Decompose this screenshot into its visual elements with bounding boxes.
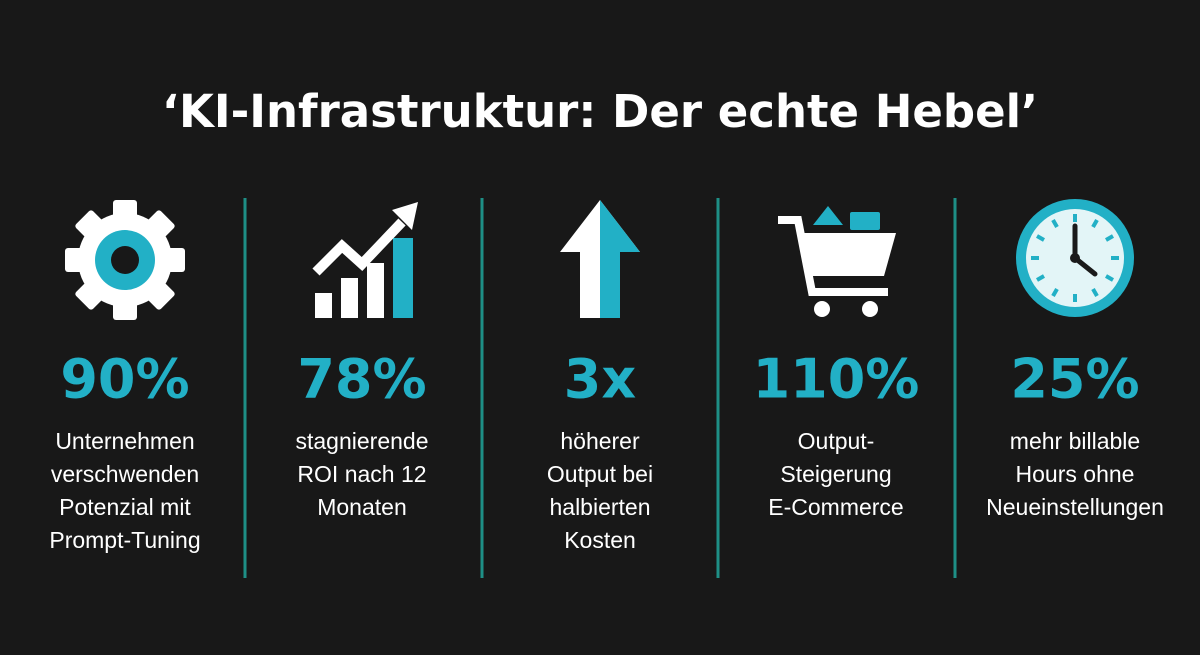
separators bbox=[243, 198, 957, 578]
stat-value: 25% bbox=[1010, 348, 1139, 411]
cart-icon bbox=[778, 206, 896, 317]
title: ‘KI-Infrastruktur: Der echte Hebel’ bbox=[162, 85, 1038, 138]
stat-description: Potenzial mit bbox=[59, 494, 191, 520]
stat-value: 90% bbox=[60, 348, 189, 411]
stat-value: 110% bbox=[753, 348, 920, 411]
stat-description: Kosten bbox=[564, 527, 636, 553]
stat-description: höherer bbox=[560, 428, 640, 454]
stat-description: Monaten bbox=[317, 494, 407, 520]
stat-description: stagnierende bbox=[296, 428, 429, 454]
stat-description: mehr billable bbox=[1010, 428, 1140, 454]
stat-value: 78% bbox=[297, 348, 426, 411]
stat-description: Unternehmen bbox=[55, 428, 194, 454]
stat-description: verschwenden bbox=[51, 461, 199, 487]
stat-value: 3x bbox=[564, 348, 637, 411]
stat-description: Output bei bbox=[547, 461, 653, 487]
stat-description: Output- bbox=[798, 428, 875, 454]
growth-icon bbox=[312, 202, 418, 318]
stat-description: Neueinstellungen bbox=[986, 494, 1164, 520]
arrow-icon bbox=[560, 200, 640, 318]
gear-icon bbox=[65, 200, 185, 320]
stat-description: ROI nach 12 bbox=[297, 461, 426, 487]
stat-description: Steigerung bbox=[780, 461, 891, 487]
clock-icon bbox=[1016, 199, 1134, 317]
stat-description: E-Commerce bbox=[768, 494, 903, 520]
stat-description: Prompt-Tuning bbox=[49, 527, 200, 553]
stat-description: halbierten bbox=[549, 494, 650, 520]
stat-description: Hours ohne bbox=[1016, 461, 1135, 487]
